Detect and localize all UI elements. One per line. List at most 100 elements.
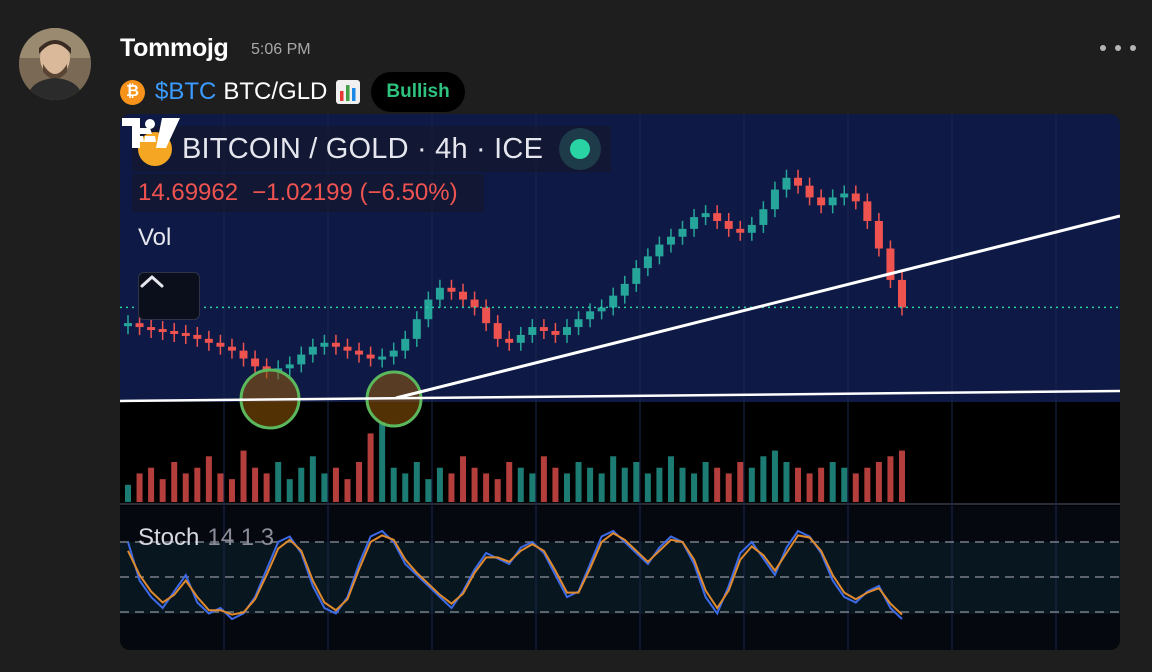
volume-bar [529, 473, 536, 502]
candle-body [193, 334, 202, 339]
volume-bar [379, 422, 386, 502]
volume-bar [563, 473, 570, 502]
volume-bar [575, 462, 582, 502]
candle-body [470, 299, 479, 308]
volume-bar [309, 456, 316, 502]
candle-body [724, 221, 733, 229]
volume-bar [252, 467, 259, 502]
candle-body [609, 295, 618, 308]
volume-bar [321, 473, 328, 502]
volume-bar [517, 467, 524, 502]
candle-body [770, 189, 779, 210]
candle-body [805, 185, 814, 198]
candle-body [759, 209, 768, 225]
volume-bar [402, 473, 409, 502]
volume-bar [413, 462, 420, 502]
candle-body [586, 311, 595, 320]
candle-body [898, 279, 906, 308]
candle-body [655, 244, 664, 257]
candle-body [124, 323, 132, 327]
candle-body [135, 323, 144, 328]
candle-body [713, 213, 722, 221]
candle-body [147, 327, 156, 331]
volume-bar [656, 467, 663, 502]
stoch-params: 14 1 3 [207, 524, 275, 551]
volume-bar [899, 450, 905, 502]
chevron-up-icon [140, 275, 164, 288]
candle-body [331, 342, 340, 347]
candle-body [435, 287, 444, 300]
bar-chart-emoji-icon [336, 80, 361, 104]
candle-body [181, 332, 190, 336]
price-readout: 14.69962 −1.02199 (−6.50%) [132, 174, 484, 212]
candle-body [424, 299, 433, 320]
volume-bar [367, 433, 374, 502]
bitcoin-icon: ₿ [120, 79, 145, 105]
candle-body [863, 201, 872, 221]
candle-body [389, 350, 398, 357]
more-options-icon[interactable] [1100, 36, 1136, 60]
volume-bar [598, 473, 605, 502]
volume-bar [691, 473, 698, 502]
username[interactable]: Tommojg [120, 34, 229, 62]
candle-body [285, 364, 294, 369]
candle-body [158, 329, 167, 333]
candle-body [204, 338, 213, 343]
volume-bar [760, 456, 767, 502]
candle-body [170, 331, 179, 334]
horizontal-support-line [120, 389, 1120, 403]
candle-body [574, 319, 583, 328]
cashtag-link[interactable]: $BTC [155, 78, 217, 105]
stoch-band [120, 542, 1120, 614]
candle-body [308, 346, 317, 355]
stoch-d-line [127, 532, 903, 616]
candle-body [505, 338, 514, 343]
volume-bar [887, 456, 894, 502]
volume-bar [506, 462, 513, 502]
volume-bar [783, 462, 790, 502]
avatar[interactable] [19, 28, 91, 100]
volume-bar [448, 473, 455, 502]
volume-bar [125, 484, 131, 502]
candle-body [678, 228, 687, 237]
candle-body [366, 354, 375, 359]
volume-bar [829, 462, 836, 502]
candle-body [528, 327, 537, 335]
market-status-icon [559, 128, 602, 170]
volume-bar [621, 467, 628, 502]
volume-bar [748, 467, 755, 502]
volume-bar [483, 473, 490, 502]
candle-body [493, 323, 502, 339]
candle-body [251, 358, 260, 367]
volume-bar [136, 473, 143, 502]
volume-label: Vol [138, 224, 172, 251]
candle-body [840, 193, 849, 198]
volume-bar [875, 462, 882, 502]
candle-body [320, 342, 329, 347]
volume-bar [205, 456, 212, 502]
collapse-button[interactable] [138, 272, 200, 320]
volume-bar [864, 467, 871, 502]
candle-body [482, 307, 491, 324]
candle-body [447, 287, 456, 292]
stoch-name: Stoch [138, 524, 200, 551]
candle-body [794, 177, 803, 186]
volume-bar [714, 467, 721, 502]
price-change: −1.02199 (−6.50%) [252, 179, 458, 206]
volume-bar [240, 450, 247, 502]
message-body: ₿ $BTC BTC/GLD Bullish [120, 72, 465, 112]
volume-bar [275, 462, 282, 502]
volume-bar [460, 456, 467, 502]
candle-body [620, 283, 629, 296]
volume-bar [725, 473, 732, 502]
candle-body [516, 334, 525, 343]
volume-bar [806, 473, 813, 502]
candle-body [597, 307, 606, 312]
candle-body [539, 327, 548, 331]
candle-body [239, 350, 248, 359]
chart-canvas [120, 114, 1120, 650]
timestamp: 5:06 PM [251, 41, 311, 58]
candle-body [828, 197, 837, 206]
last-price: 14.69962 [138, 179, 239, 206]
chart-image[interactable]: BITCOIN / GOLD · 4h · ICE 14.69962 −1.02… [120, 114, 1120, 650]
